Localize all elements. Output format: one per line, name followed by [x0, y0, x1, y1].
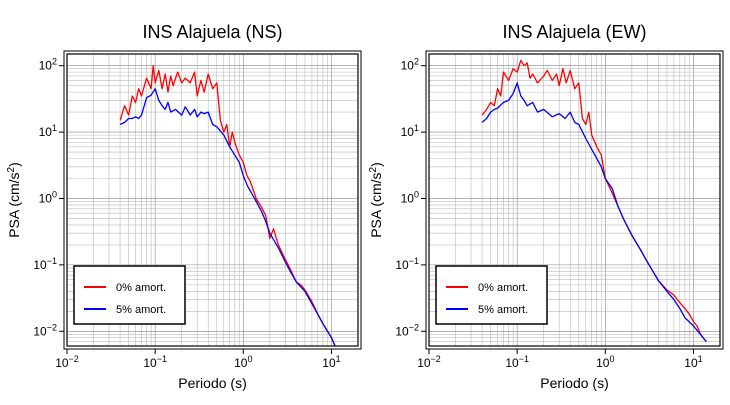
x-axis-label: Periodo (s) [540, 375, 608, 391]
y-axis-label: PSA (cm/s2) [368, 162, 384, 238]
plot-frame [428, 53, 721, 347]
y-tick-label: 102 [401, 57, 419, 73]
y-tick-label: 100 [401, 189, 419, 205]
x-tick-label: 101 [322, 354, 340, 370]
x-tick-label: 10−2 [55, 354, 79, 370]
legend: 0% amort. 5% amort. [73, 265, 186, 325]
legend: 0% amort. 5% amort. [435, 265, 548, 325]
y-axis-label: PSA (cm/s2) [6, 162, 22, 238]
chart-panel-1: 10−2 10−1 100 101 10−2 10−1 100 101 102 INS Alaju… [6, 22, 362, 391]
y-tick-label: 101 [39, 123, 57, 139]
legend-box [73, 265, 186, 325]
legend-label: 0% amort. [116, 282, 166, 294]
y-tick-label: 10−2 [395, 322, 419, 338]
series-line-damped [481, 82, 707, 343]
series-line-undamped [119, 65, 336, 347]
x-tick-label: 10−2 [417, 354, 441, 370]
x-tick-label: 100 [596, 354, 614, 370]
legend-label: 5% amort. [116, 304, 166, 316]
series-line-undamped [481, 59, 707, 343]
x-tick-label: 101 [684, 354, 702, 370]
legend-label: 0% amort. [478, 282, 528, 294]
y-tick-label: 10−1 [395, 256, 419, 272]
y-tick-label: 100 [39, 189, 57, 205]
y-tick-label: 10−2 [33, 322, 57, 338]
plot-frame [66, 53, 359, 347]
x-axis-label: Periodo (s) [178, 375, 246, 391]
series-line-damped [119, 88, 336, 347]
legend-box [435, 265, 548, 325]
y-tick-label: 101 [401, 123, 419, 139]
chart-panel-2: 10−2 10−1 100 101 10−2 10−1 100 101 102 INS Alaju… [368, 22, 724, 391]
chart-title: INS Alajuela (EW) [502, 22, 646, 42]
plot-frame-outer [63, 50, 362, 350]
x-tick-label: 100 [234, 354, 252, 370]
y-tick-label: 102 [39, 57, 57, 73]
x-tick-label: 10−1 [143, 354, 167, 370]
chart-title: INS Alajuela (NS) [142, 22, 282, 42]
legend-label: 5% amort. [478, 304, 528, 316]
plot-frame-outer [425, 50, 724, 350]
y-tick-label: 10−1 [33, 256, 57, 272]
x-tick-label: 10−1 [505, 354, 529, 370]
